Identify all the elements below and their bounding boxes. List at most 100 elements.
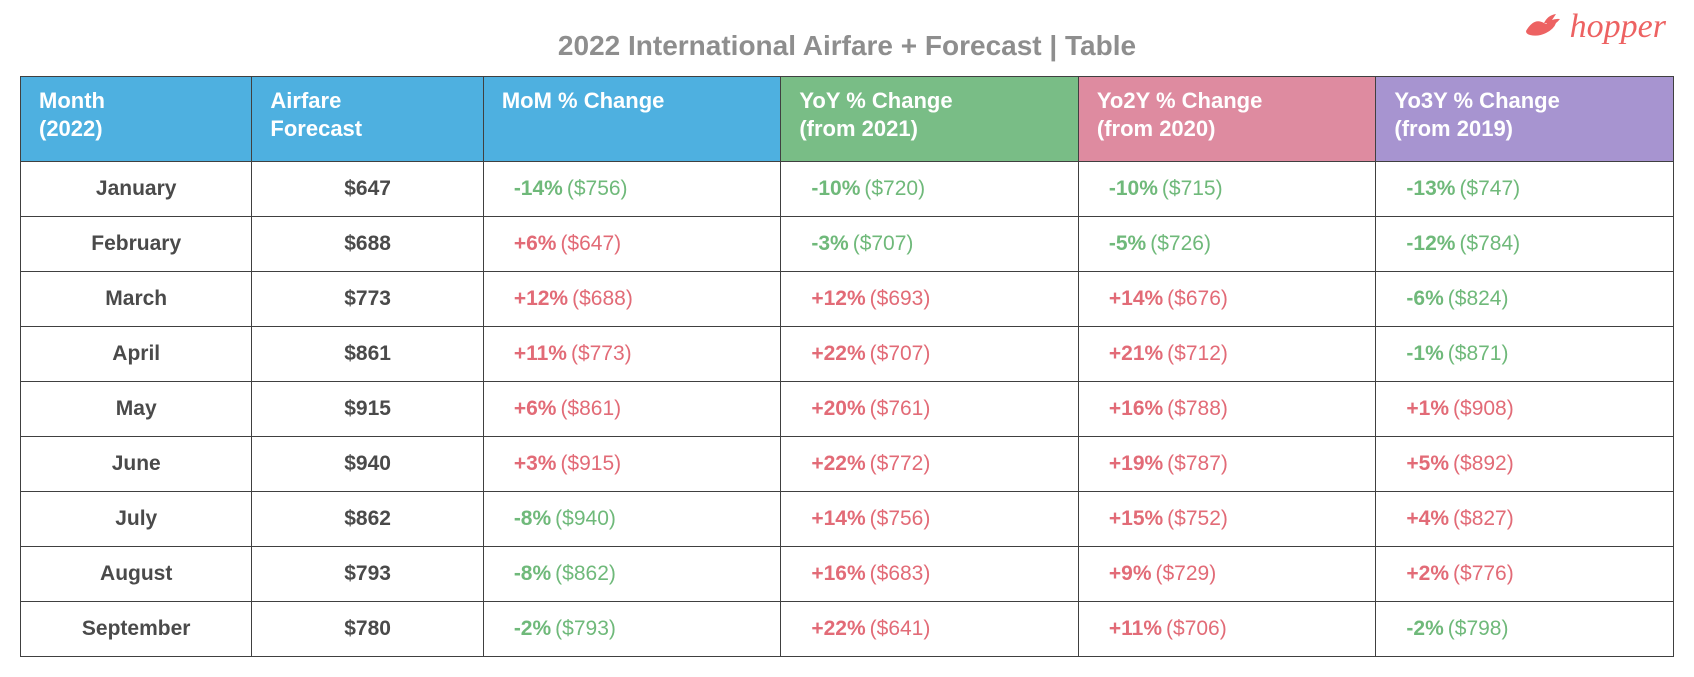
ref-value: ($756) <box>567 177 628 200</box>
col-header-mom: MoM % Change <box>483 77 781 162</box>
month-cell: April <box>21 327 252 382</box>
ref-value: ($706) <box>1166 617 1227 640</box>
forecast-cell: $793 <box>252 547 483 602</box>
pct-value: -10% <box>811 177 860 200</box>
pct-value: -14% <box>514 177 563 200</box>
table-row: July$862-8%($940)+14%($756)+15%($752)+4%… <box>21 492 1674 547</box>
col-header-line2: (2022) <box>39 115 233 143</box>
ref-value: ($715) <box>1162 177 1223 200</box>
mom-cell: +3%($915) <box>483 437 781 492</box>
ref-value: ($827) <box>1453 507 1514 530</box>
yo3y-cell: -1%($871) <box>1376 327 1674 382</box>
pct-value: +1% <box>1406 397 1449 420</box>
yo2y-cell: -10%($715) <box>1078 162 1376 217</box>
brand-name: hopper <box>1570 10 1666 44</box>
mom-cell: +6%($647) <box>483 217 781 272</box>
yo2y-cell: +16%($788) <box>1078 382 1376 437</box>
mom-cell: +6%($861) <box>483 382 781 437</box>
month-cell: September <box>21 602 252 657</box>
ref-value: ($784) <box>1459 232 1520 255</box>
ref-value: ($641) <box>870 617 931 640</box>
forecast-cell: $780 <box>252 602 483 657</box>
ref-value: ($824) <box>1448 287 1509 310</box>
yo2y-cell: +21%($712) <box>1078 327 1376 382</box>
pct-value: -8% <box>514 562 551 585</box>
mom-cell: +11%($773) <box>483 327 781 382</box>
ref-value: ($915) <box>560 452 621 475</box>
ref-value: ($871) <box>1448 342 1509 365</box>
pct-value: -5% <box>1109 232 1146 255</box>
mom-cell: -8%($940) <box>483 492 781 547</box>
ref-value: ($772) <box>870 452 931 475</box>
table-row: August$793-8%($862)+16%($683)+9%($729)+2… <box>21 547 1674 602</box>
ref-value: ($798) <box>1448 617 1509 640</box>
ref-value: ($729) <box>1156 562 1217 585</box>
pct-value: +9% <box>1109 562 1152 585</box>
mom-cell: -14%($756) <box>483 162 781 217</box>
ref-value: ($707) <box>853 232 914 255</box>
yoy-cell: +16%($683) <box>781 547 1079 602</box>
forecast-cell: $647 <box>252 162 483 217</box>
pct-value: +11% <box>1109 617 1162 640</box>
yoy-cell: -3%($707) <box>781 217 1079 272</box>
yoy-cell: +22%($772) <box>781 437 1079 492</box>
pct-value: +14% <box>811 507 865 530</box>
table-row: March$773+12%($688)+12%($693)+14%($676)-… <box>21 272 1674 327</box>
ref-value: ($761) <box>870 397 931 420</box>
mom-cell: -8%($862) <box>483 547 781 602</box>
ref-value: ($752) <box>1167 507 1228 530</box>
ref-value: ($747) <box>1459 177 1520 200</box>
col-header-yoy: YoY % Change(from 2021) <box>781 77 1079 162</box>
pct-value: +12% <box>811 287 865 310</box>
bunny-icon <box>1520 11 1564 44</box>
yo2y-cell: -5%($726) <box>1078 217 1376 272</box>
yo3y-cell: -12%($784) <box>1376 217 1674 272</box>
ref-value: ($793) <box>555 617 616 640</box>
forecast-cell: $861 <box>252 327 483 382</box>
forecast-cell: $688 <box>252 217 483 272</box>
month-cell: January <box>21 162 252 217</box>
pct-value: +16% <box>811 562 865 585</box>
pct-value: +22% <box>811 452 865 475</box>
brand-logo: hopper <box>1520 10 1666 44</box>
pct-value: -8% <box>514 507 551 530</box>
yo3y-cell: +2%($776) <box>1376 547 1674 602</box>
col-header-line2: (from 2019) <box>1394 115 1655 143</box>
forecast-cell: $862 <box>252 492 483 547</box>
ref-value: ($683) <box>870 562 931 585</box>
yoy-cell: -10%($720) <box>781 162 1079 217</box>
table-row: September$780 -2% ($793) +22%($641) +11%($70… <box>21 602 1674 657</box>
yoy-cell: +22%($641) <box>781 602 1079 657</box>
yo3y-cell: -13%($747) <box>1376 162 1674 217</box>
ref-value: ($647) <box>560 232 621 255</box>
yoy-cell: +22%($707) <box>781 327 1079 382</box>
ref-value: ($712) <box>1167 342 1228 365</box>
pct-value: +15% <box>1109 507 1163 530</box>
table-row: April$861+11%($773)+22%($707)+21%($712)-… <box>21 327 1674 382</box>
yoy-cell: +20%($761) <box>781 382 1079 437</box>
yo3y-cell: +4%($827) <box>1376 492 1674 547</box>
col-header-forecast: AirfareForecast <box>252 77 483 162</box>
pct-value: -2% <box>1406 617 1443 640</box>
ref-value: ($688) <box>572 287 633 310</box>
yoy-cell: +14%($756) <box>781 492 1079 547</box>
pct-value: +14% <box>1109 287 1163 310</box>
yo3y-cell: +5%($892) <box>1376 437 1674 492</box>
month-cell: February <box>21 217 252 272</box>
col-header-yo3y: Yo3Y % Change(from 2019) <box>1376 77 1674 162</box>
pct-value: +11% <box>514 342 567 365</box>
forecast-cell: $773 <box>252 272 483 327</box>
yo2y-cell: +14%($676) <box>1078 272 1376 327</box>
ref-value: ($861) <box>560 397 621 420</box>
yo3y-cell: +1%($908) <box>1376 382 1674 437</box>
pct-value: +5% <box>1406 452 1449 475</box>
month-cell: May <box>21 382 252 437</box>
ref-value: ($892) <box>1453 452 1514 475</box>
pct-value: -3% <box>811 232 848 255</box>
table-row: January$647-14%($756)-10%($720)-10%($715… <box>21 162 1674 217</box>
ref-value: ($773) <box>571 342 632 365</box>
ref-value: ($940) <box>555 507 616 530</box>
table-row: June$940+3%($915)+22%($772)+19%($787)+5%… <box>21 437 1674 492</box>
col-header-line2: (from 2020) <box>1097 115 1358 143</box>
pct-value: +19% <box>1109 452 1163 475</box>
